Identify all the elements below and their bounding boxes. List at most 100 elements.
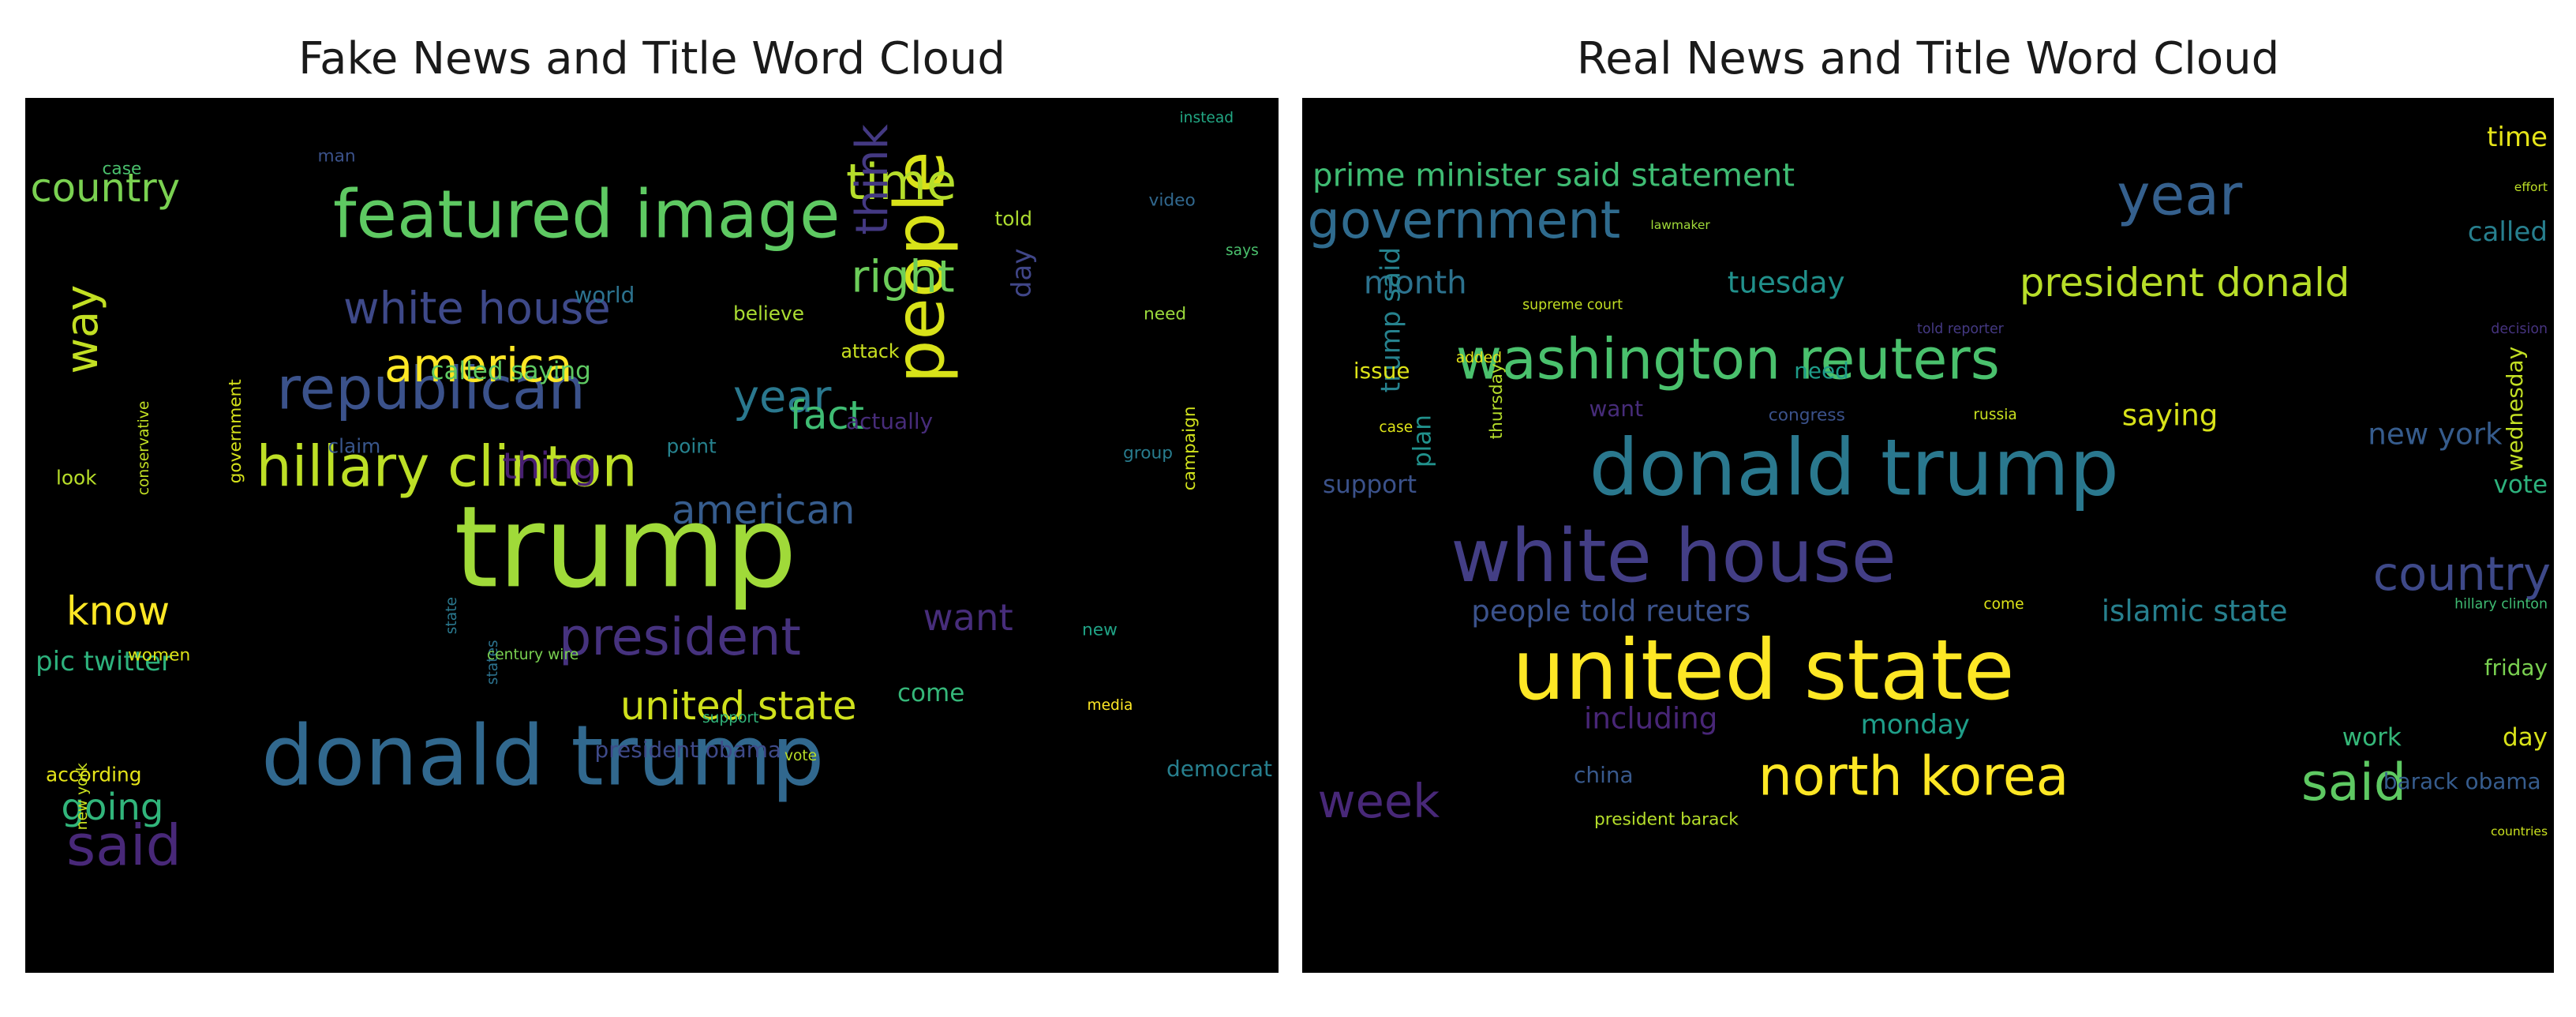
word-hillary-clinton: hillary clinton xyxy=(2454,597,2548,613)
word-video: video xyxy=(1149,190,1196,210)
word-people-told-reuters: people told reuters xyxy=(1471,593,1750,628)
word-going: going xyxy=(62,786,164,828)
word-friday: friday xyxy=(2484,655,2548,681)
word-way: way xyxy=(57,285,108,374)
word-effort: effort xyxy=(2514,180,2548,194)
word-president-donald: president donald xyxy=(2020,260,2349,306)
word-want: want xyxy=(1589,396,1644,422)
word-group: group xyxy=(1123,443,1173,463)
word-year: year xyxy=(2117,163,2243,228)
word-campaign: campaign xyxy=(1180,406,1200,490)
word-women: women xyxy=(128,645,190,665)
word-support: support xyxy=(702,710,758,726)
word-need: need xyxy=(1794,358,1849,384)
word-islamic-state: islamic state xyxy=(2102,593,2288,628)
word-government: government xyxy=(226,379,245,483)
word-featured-image: featured image xyxy=(333,175,841,253)
word-claim: claim xyxy=(328,435,381,458)
word-states: states xyxy=(485,640,501,685)
word-trump-said: trump said xyxy=(1375,247,1406,392)
word-prime-minister-said-statement: prime minister said statement xyxy=(1312,157,1795,194)
word-month: month xyxy=(1364,265,1467,302)
word-thursday: thursday xyxy=(1487,363,1507,439)
word-told-reporter: told reporter xyxy=(1917,321,2005,337)
word-white-house: white house xyxy=(343,283,611,335)
word-country: country xyxy=(31,165,181,211)
chart-title-left: Fake News and Title Word Cloud xyxy=(298,33,1005,84)
word-come: come xyxy=(897,679,964,707)
word-american: american xyxy=(672,487,855,533)
word-supreme-court: supreme court xyxy=(1522,298,1623,313)
word-new-york: new york xyxy=(74,763,91,830)
word-white-house: white house xyxy=(1451,513,1896,599)
word-media: media xyxy=(1088,697,1133,714)
word-donald-trump: donald trump xyxy=(261,707,824,805)
word-saying: saying xyxy=(2122,397,2218,432)
word-said: said xyxy=(2301,753,2406,812)
word-man: man xyxy=(318,146,356,166)
word-washington-reuters: washington reuters xyxy=(1456,327,2000,392)
word-president-barack: president barack xyxy=(1594,809,1739,829)
word-come: come xyxy=(1983,596,2024,613)
word-look: look xyxy=(56,467,97,490)
word-added: added xyxy=(1456,350,1502,366)
word-attack: attack xyxy=(841,340,900,362)
word-vote: vote xyxy=(784,748,817,764)
word-time: time xyxy=(2487,122,2548,153)
word-conservative: conservative xyxy=(136,401,152,495)
word-cloud-fake-svg: trump donald trump people featured image rep… xyxy=(31,110,1272,878)
word-day: day xyxy=(2503,723,2548,752)
word-united-state: united state xyxy=(1512,621,2014,719)
word-thing: thing xyxy=(503,445,597,487)
word-instead: instead xyxy=(1180,110,1234,126)
word-says: says xyxy=(1226,242,1259,259)
word-lawmaker: lawmaker xyxy=(1650,218,1710,232)
word-russia: russia xyxy=(1973,407,2016,423)
word-called: called xyxy=(2468,216,2548,248)
word-pic-twitter: pic twitter xyxy=(36,646,173,677)
word-china: china xyxy=(1574,762,1634,788)
word-know: know xyxy=(66,588,170,634)
word-wednesday: wednesday xyxy=(2502,347,2528,471)
word-tuesday: tuesday xyxy=(1728,265,1845,299)
word-think: think xyxy=(847,123,898,235)
word-want: want xyxy=(923,596,1013,639)
word-right: right xyxy=(852,252,955,303)
word-world: world xyxy=(575,282,635,308)
word-day: day xyxy=(1006,249,1038,298)
word-actually: actually xyxy=(846,408,933,434)
word-according: according xyxy=(46,764,141,786)
word-barack-obama: barack obama xyxy=(2383,768,2541,794)
word-united-state: united state xyxy=(620,683,856,729)
word-country: country xyxy=(2373,546,2551,601)
word-trump: trump xyxy=(454,482,796,613)
word-including: including xyxy=(1584,700,1717,735)
word-cloud-fake: trump donald trump people featured image rep… xyxy=(25,98,1279,973)
word-called-saying: called saying xyxy=(431,357,591,385)
word-week: week xyxy=(1318,774,1440,828)
word-president: president xyxy=(559,608,801,667)
word-point: point xyxy=(667,435,717,458)
word-cloud-real: united state donald trump white house washi… xyxy=(1302,98,2554,973)
word-donald-trump: donald trump xyxy=(1589,422,2119,513)
word-decision: decision xyxy=(2491,321,2548,337)
word-new: new xyxy=(1082,620,1118,640)
word-new-york: new york xyxy=(2368,416,2503,451)
word-people: people xyxy=(881,151,960,383)
word-case: case xyxy=(103,159,142,178)
word-plan: plan xyxy=(1408,415,1436,467)
word-republican: republican xyxy=(277,355,586,423)
chart-title-right: Real News and Title Word Cloud xyxy=(1576,33,2280,84)
word-issue: issue xyxy=(1354,358,1410,384)
word-work: work xyxy=(2342,723,2402,752)
word-congress: congress xyxy=(1769,405,1845,425)
word-told: told xyxy=(995,208,1033,231)
word-support: support xyxy=(1323,471,1417,499)
word-government: government xyxy=(1308,191,1621,250)
word-fact: fact xyxy=(790,392,865,438)
word-need: need xyxy=(1144,304,1186,324)
word-vote: vote xyxy=(2494,471,2548,499)
word-president-obama: president obama xyxy=(595,737,781,763)
word-monday: monday xyxy=(1861,709,1970,741)
